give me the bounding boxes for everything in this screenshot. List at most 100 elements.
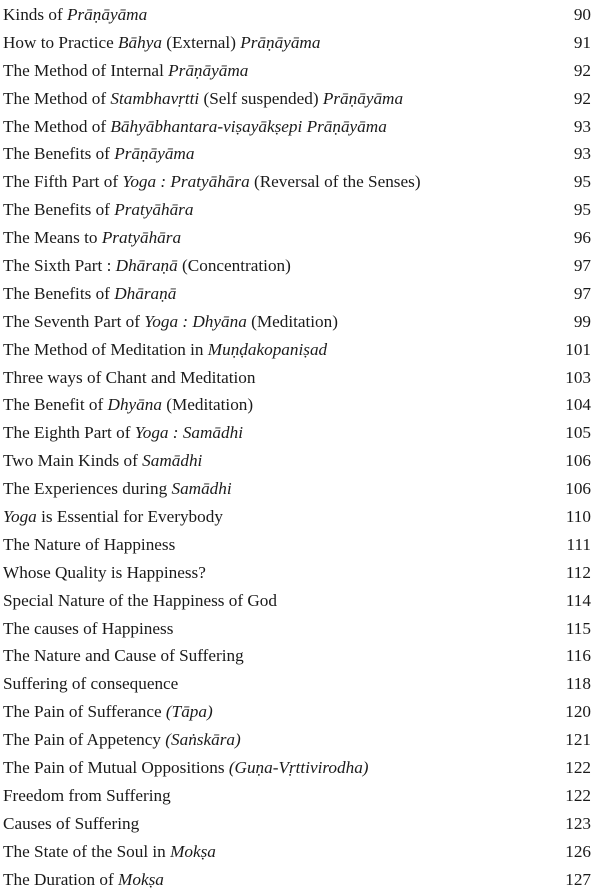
toc-entry-page-number: 105 <box>565 423 591 443</box>
toc-entry: Suffering of consequence 118 <box>3 670 591 698</box>
toc-entry-page-number: 104 <box>565 395 591 415</box>
toc-entry: The State of the Soul in Mokṣa 126 <box>3 838 591 866</box>
title-segment: The Method of <box>3 88 111 108</box>
toc-entry-page-number: 106 <box>565 479 591 499</box>
toc-entry: The Pain of Sufferance (Tāpa) 120 <box>3 698 591 726</box>
title-segment: (Concentration) <box>177 256 291 276</box>
toc-entry: The Fifth Part of Yoga : Pratyāhāra (Rev… <box>3 168 591 196</box>
toc-entry-title: Three ways of Chant and Meditation <box>3 364 256 392</box>
title-italic-segment: Bāhyābhantara-viṣayākṣepi Prāṇāyāma <box>110 116 387 136</box>
title-segment: (Self suspended) <box>199 88 323 108</box>
title-segment: The Method of Meditation in <box>3 339 208 359</box>
toc-entry-title: Special Nature of the Happiness of God <box>3 587 277 615</box>
toc-entry-page-number: 92 <box>573 60 591 80</box>
toc-entry-title: The Pain of Mutual Oppositions (Guṇa-Vṛt… <box>3 754 369 782</box>
title-italic-segment: Dhyāna <box>107 395 162 415</box>
title-segment: The Nature and Cause of Suffering <box>3 646 244 666</box>
toc-entry-page-number: 93 <box>573 144 591 164</box>
title-segment: The Sixth Part : <box>3 256 116 276</box>
toc-entry: The Benefits of Dhāraṇā 97 <box>3 280 591 308</box>
title-segment: Two Main Kinds of <box>3 451 143 471</box>
toc-entry-title: Yoga is Essential for Everybody <box>3 503 223 531</box>
toc-entry-page-number: 116 <box>565 646 591 666</box>
toc-entry: The Pain of Mutual Oppositions (Guṇa-Vṛt… <box>3 754 591 782</box>
toc-entry-page-number: 120 <box>565 702 591 722</box>
toc-entry-page-number: 95 <box>573 172 591 192</box>
toc-entry-page-number: 99 <box>573 311 591 331</box>
title-segment: (External) <box>161 32 241 52</box>
toc-entry: Freedom from Suffering 122 <box>3 782 591 810</box>
toc-entry-page-number: 110 <box>565 507 591 527</box>
toc-entry-page-number: 123 <box>565 813 591 833</box>
title-italic-segment: Dhāraṇā <box>115 256 178 276</box>
toc-entry: The Method of Internal Prāṇāyāma 92 <box>3 57 591 85</box>
toc-entry-page-number: 126 <box>565 841 591 861</box>
toc-entry-title: The Method of Stambhavṛtti (Self suspend… <box>3 85 403 113</box>
title-italic-segment: Dhāraṇā <box>114 283 177 303</box>
toc-entry: The Benefits of Prāṇāyāma 93 <box>3 140 591 168</box>
toc-entry-title: The Method of Bāhyābhantara-viṣayākṣepi … <box>3 113 387 141</box>
toc-entry-title: The Nature and Cause of Suffering <box>3 642 244 670</box>
toc-entry-title: The Fifth Part of Yoga : Pratyāhāra (Rev… <box>3 168 421 196</box>
toc-entry-page-number: 121 <box>565 730 591 750</box>
toc-entry: The Pain of Appetency (Saṅskāra) 121 <box>3 726 591 754</box>
toc-entry-title: The Pain of Appetency (Saṅskāra) <box>3 726 241 754</box>
toc-entry-title: The Duration of Mokṣa <box>3 866 164 894</box>
toc-entry-title: The Benefits of Dhāraṇā <box>3 280 176 308</box>
title-segment: Whose Quality is Happiness? <box>3 562 206 582</box>
title-segment: The Means to <box>3 228 102 248</box>
toc-entry: The Means to Pratyāhāra 96 <box>3 224 591 252</box>
toc-entry-page-number: 97 <box>573 256 591 276</box>
title-segment: (Meditation) <box>161 395 254 415</box>
toc-entry-title: The Nature of Happiness <box>3 531 175 559</box>
title-segment: The Seventh Part of <box>3 311 145 331</box>
toc-entry-page-number: 115 <box>565 618 591 638</box>
title-italic-segment: Yoga <box>3 507 37 527</box>
title-segment: Kinds of <box>3 5 67 24</box>
title-italic-segment: Pratyāhāra <box>114 200 194 220</box>
toc-entry-title: The Benefits of Pratyāhāra <box>3 196 193 224</box>
toc-entry-title: Causes of Suffering <box>3 810 139 838</box>
title-italic-segment: Samādhi <box>142 451 203 471</box>
title-segment: (Meditation) <box>246 311 338 331</box>
toc-entry: The Method of Stambhavṛtti (Self suspend… <box>3 85 591 113</box>
title-italic-segment: Mokṣa <box>118 869 164 889</box>
toc-entry: Special Nature of the Happiness of God 11… <box>3 587 591 615</box>
toc-entry: Whose Quality is Happiness? 112 <box>3 559 591 587</box>
toc-entry: The Method of Meditation in Muṇḍakopaniṣ… <box>3 336 591 364</box>
toc-entry-page-number: 122 <box>565 758 591 778</box>
toc-entry-title: The Benefit of Dhyāna (Meditation) <box>3 391 253 419</box>
toc-entry-title: The Method of Internal Prāṇāyāma <box>3 57 248 85</box>
title-segment: The Duration of <box>3 869 119 889</box>
toc-entry-title: The Method of Meditation in Muṇḍakopaniṣ… <box>3 336 327 364</box>
toc-entry: The Eighth Part of Yoga : Samādhi 105 <box>3 419 591 447</box>
title-segment: Three ways of Chant and Meditation <box>3 367 256 387</box>
title-segment: The Benefits of <box>3 144 115 164</box>
title-italic-segment: Mokṣa <box>170 841 216 861</box>
title-italic-segment: Prāṇāyāma <box>168 60 249 80</box>
toc-entry-page-number: 103 <box>565 367 591 387</box>
title-italic-segment: Prāṇāyāma <box>114 144 195 164</box>
title-segment: The Fifth Part of <box>3 172 123 192</box>
toc-entry-page-number: 96 <box>573 228 591 248</box>
toc-entry: The Experiences during Samādhi 106 <box>3 475 591 503</box>
toc-entry: The Sixth Part : Dhāraṇā (Concentration)… <box>3 252 591 280</box>
toc-entry-title: The Sixth Part : Dhāraṇā (Concentration) <box>3 252 291 280</box>
toc-entry: Kinds of Prāṇāyāma 90 <box>3 1 591 29</box>
title-segment: The Experiences during <box>3 479 172 499</box>
toc-entry: The Benefits of Pratyāhāra 95 <box>3 196 591 224</box>
toc-entry-page-number: 101 <box>565 339 591 359</box>
title-segment: The Benefits of <box>3 200 115 220</box>
toc-entry: How to Practice Bāhya (External) Prāṇāyā… <box>3 29 591 57</box>
title-italic-segment: Prāṇāyāma <box>322 88 404 108</box>
toc-entry-title: Suffering of consequence <box>3 670 178 698</box>
toc-entry-title: The causes of Happiness <box>3 615 173 643</box>
title-italic-segment: Prāṇāyāma <box>66 5 148 24</box>
toc-entry-page-number: 91 <box>573 32 591 52</box>
title-segment: The Pain of Appetency <box>3 730 166 750</box>
title-italic-segment: Yoga : Dhyāna <box>144 311 247 331</box>
title-segment: Special Nature of the Happiness of God <box>3 590 277 610</box>
toc-entry-page-number: 90 <box>573 5 591 24</box>
title-segment: The Benefits of <box>3 283 115 303</box>
toc-entry: Causes of Suffering 123 <box>3 810 591 838</box>
